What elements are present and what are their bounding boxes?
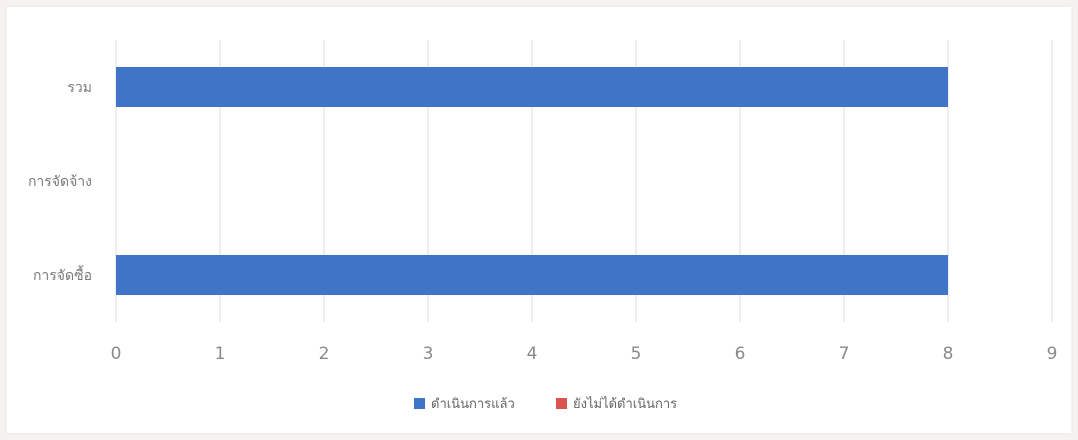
category-labels: การจัดซื้อ การจัดจ้าง รวม xyxy=(28,80,92,284)
x-tick-label: 0 xyxy=(111,344,122,364)
x-tick-label: 5 xyxy=(631,344,642,364)
category-label: การจัดจ้าง xyxy=(28,174,92,190)
legend: ดำเนินการแล้ว ยังไม่ได้ดำเนินการ xyxy=(414,396,677,412)
x-tick-label: 7 xyxy=(839,344,850,364)
legend-label-0: ดำเนินการแล้ว xyxy=(431,397,515,412)
legend-swatch-1 xyxy=(556,398,567,409)
legend-label-1: ยังไม่ได้ดำเนินการ xyxy=(573,396,677,412)
bar-done-0 xyxy=(116,255,948,295)
x-tick-label: 9 xyxy=(1047,344,1058,364)
x-tick-label: 8 xyxy=(943,344,954,364)
x-tick-label: 2 xyxy=(319,344,330,364)
bars xyxy=(116,67,948,295)
legend-swatch-0 xyxy=(414,398,425,409)
x-tick-label: 4 xyxy=(527,344,538,364)
bar-done-2 xyxy=(116,67,948,107)
category-label: รวม xyxy=(67,80,92,96)
category-label: การจัดซื้อ xyxy=(33,265,92,284)
x-tick-label: 3 xyxy=(423,344,434,364)
x-tick-labels: 0 1 2 3 4 5 6 7 8 9 xyxy=(111,344,1058,364)
x-tick-label: 1 xyxy=(215,344,226,364)
x-tick-label: 6 xyxy=(735,344,746,364)
